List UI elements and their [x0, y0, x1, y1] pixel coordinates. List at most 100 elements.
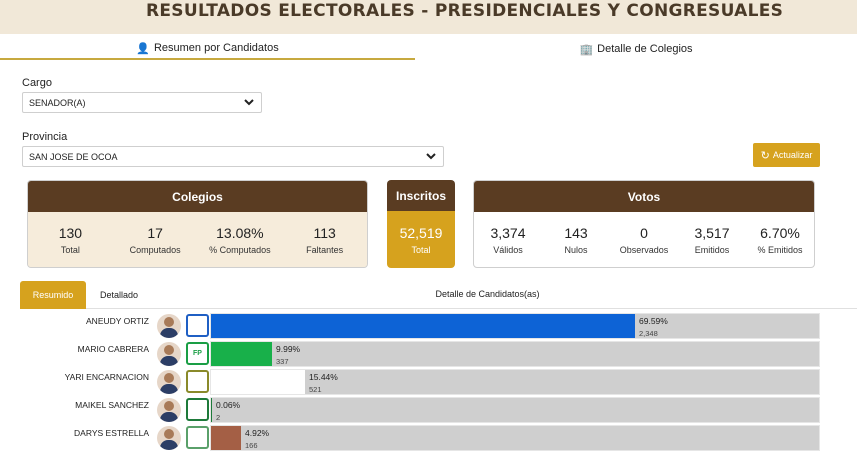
chevron-down-icon: [244, 99, 254, 106]
provincia-select[interactable]: SAN JOSE DE OCOA: [22, 146, 444, 167]
candidate-row: YARI ENCARNACION 15.44% 521: [0, 368, 857, 396]
vote-count: 166: [245, 441, 258, 450]
tab-resumen-candidatos[interactable]: 👤 Resumen por Candidatos: [0, 38, 415, 60]
candidate-photo: [157, 342, 181, 366]
candidate-name: YARI ENCARNACION: [64, 372, 149, 382]
vote-percent: 69.59%: [639, 316, 668, 326]
stat-value: 3,517: [694, 224, 730, 241]
party-logo-icon: [186, 370, 209, 393]
candidate-photo: [157, 370, 181, 394]
votos-observados: 0 Observados: [610, 212, 678, 267]
cargo-label: Cargo: [22, 77, 52, 89]
vote-count: 2: [216, 413, 221, 422]
stat-value: 6.70%: [760, 224, 800, 241]
vote-percent: 4.92%: [245, 428, 270, 438]
stat-value: 143: [564, 224, 588, 241]
header-bar: RESULTADOS ELECTORALES - PRESIDENCIALES …: [0, 0, 857, 34]
candidate-photo: [157, 398, 181, 422]
votos-emitidos: 3,517 Emitidos: [678, 212, 746, 267]
subtab-detallado[interactable]: Detallado: [99, 290, 139, 300]
refresh-label: Actualizar: [772, 150, 813, 160]
detalle-candidatos-title: Detalle de Candidatos(as): [435, 289, 540, 299]
party-logo-icon: FP: [186, 342, 209, 365]
stat-label: Observados: [619, 244, 669, 255]
colegios-computados: 17 Computados: [113, 212, 198, 267]
provincia-label: Provincia: [22, 131, 68, 143]
stat-label: Emitidos: [694, 244, 730, 255]
vote-bar: 15.44% 521: [210, 369, 820, 395]
vote-bar-fill: [211, 398, 212, 422]
vote-count: 337: [276, 357, 289, 366]
stat-label: Válidos: [493, 244, 523, 255]
stat-value: 130: [58, 224, 83, 241]
stat-label: Total: [60, 244, 80, 255]
candidate-photo: [157, 314, 181, 338]
vote-percent: 9.99%: [276, 344, 301, 354]
party-logo-icon: [186, 314, 209, 337]
user-icon: 👤: [136, 42, 150, 55]
colegios-pct-computados: 13.08% % Computados: [198, 212, 283, 267]
results-subtabs: Resumido Detallado: [20, 281, 857, 309]
refresh-icon: ↻: [760, 149, 770, 162]
cargo-select[interactable]: SENADOR(A): [22, 92, 262, 113]
page-title: RESULTADOS ELECTORALES - PRESIDENCIALES …: [146, 1, 784, 21]
vote-bar-fill: [211, 426, 241, 450]
inscritos-card: Inscritos 52,519 Total: [387, 180, 455, 268]
vote-bar-fill: [211, 370, 305, 394]
vote-percent: 15.44%: [309, 372, 338, 382]
votos-validos: 3,374 Válidos: [474, 212, 542, 267]
votos-pct-emitidos: 6.70% % Emitidos: [746, 212, 814, 267]
colegios-card: Colegios 130 Total 17 Computados 13.08% % C…: [27, 180, 368, 268]
stat-value: 3,374: [490, 224, 526, 241]
candidate-photo: [157, 426, 181, 450]
stat-label: Nulos: [564, 244, 588, 255]
stat-label: Computados: [129, 244, 181, 255]
colegios-title: Colegios: [28, 181, 367, 212]
subtab-resumido[interactable]: Resumido: [20, 281, 86, 309]
candidate-name: DARYS ESTRELLA: [74, 428, 149, 438]
building-icon: 🏢: [579, 43, 594, 56]
votos-nulos: 143 Nulos: [542, 212, 610, 267]
candidate-name: MAIKEL SANCHEZ: [75, 400, 149, 410]
main-tabs: 👤 Resumen por Candidatos 🏢 Detalle de Co…: [0, 38, 857, 60]
stat-label: Total: [411, 244, 431, 255]
vote-percent: 0.06%: [216, 400, 241, 410]
candidate-name: MARIO CABRERA: [77, 344, 149, 354]
stat-label: Faltantes: [306, 244, 344, 255]
candidate-row: ANEUDY ORTIZ 69.59% 2,348: [0, 312, 857, 340]
refresh-button[interactable]: ↻ Actualizar: [753, 143, 820, 167]
cargo-value: SENADOR(A): [29, 97, 86, 108]
stat-value: 17: [147, 224, 163, 241]
votos-title: Votos: [474, 181, 814, 212]
tab-label: Resumen por Candidatos: [153, 42, 279, 54]
inscritos-title: Inscritos: [387, 180, 455, 211]
inscritos-total: 52,519 Total: [387, 211, 455, 268]
candidate-row: MAIKEL SANCHEZ 0.06% 2: [0, 396, 857, 424]
chevron-down-icon: [426, 153, 436, 160]
vote-bar-fill: [211, 314, 635, 338]
provincia-value: SAN JOSE DE OCOA: [29, 151, 118, 162]
colegios-faltantes: 113 Faltantes: [282, 212, 367, 267]
vote-count: 521: [309, 385, 322, 394]
votos-card: Votos 3,374 Válidos 143 Nulos 0 Observados …: [473, 180, 815, 268]
stat-label: % Computados: [209, 244, 271, 255]
stat-label: % Emitidos: [757, 244, 803, 255]
party-logo-icon: [186, 426, 209, 449]
vote-count: 2,348: [639, 329, 658, 338]
candidate-name: ANEUDY ORTIZ: [86, 316, 149, 326]
candidate-row: DARYS ESTRELLA 4.92% 166: [0, 424, 857, 452]
stat-value: 0: [640, 224, 648, 241]
vote-bar: 69.59% 2,348: [210, 313, 820, 339]
vote-bar: 4.92% 166: [210, 425, 820, 451]
stat-value: 113: [313, 224, 336, 241]
candidate-row: MARIO CABRERA FP 9.99% 337: [0, 340, 857, 368]
tab-detalle-colegios[interactable]: 🏢 Detalle de Colegios: [415, 38, 857, 60]
stat-value: 13.08%: [216, 224, 264, 241]
tab-label: Detalle de Colegios: [597, 43, 693, 55]
stat-value: 52,519: [399, 224, 443, 241]
vote-bar: 9.99% 337: [210, 341, 820, 367]
vote-bar-fill: [211, 342, 272, 366]
party-logo-icon: [186, 398, 209, 421]
colegios-total: 130 Total: [28, 212, 113, 267]
vote-bar: 0.06% 2: [210, 397, 820, 423]
